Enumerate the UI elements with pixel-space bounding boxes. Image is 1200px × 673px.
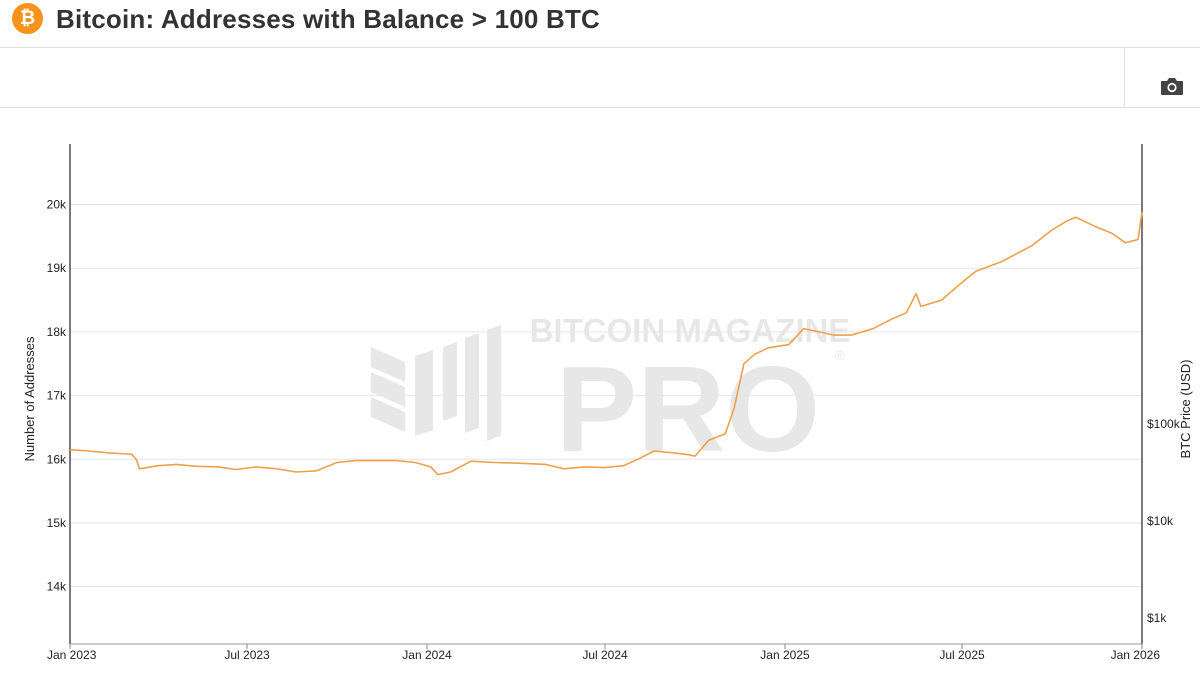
y-tick-label: 17k: [47, 389, 67, 403]
series-group: [69, 212, 1143, 476]
toolbar-divider: [1124, 48, 1125, 107]
chart-toolbar: [0, 48, 1200, 108]
gridlines: [70, 204, 1142, 588]
watermark-logo-icon: [371, 325, 501, 441]
x-tick-label: Jul 2023: [224, 648, 270, 662]
y-axis-ticks: 14k 15k 16k 17k 18k 19k 20k: [47, 198, 67, 594]
bitcoin-logo-icon: ₿: [12, 3, 43, 34]
y2-tick-label: $100k: [1147, 417, 1181, 431]
line-chart: BITCOIN MAGAZINE PRO ® 14k 15k 16k 17k 18k 19…: [22, 144, 1193, 662]
axes: [69, 144, 1143, 645]
watermark-line2: PRO: [556, 341, 820, 477]
y2-tick-label: $10k: [1147, 514, 1174, 528]
page-title: Bitcoin: Addresses with Balance > 100 BT…: [56, 4, 601, 34]
x-axis-ticks: Jan 2023 Jul 2023 Jan 2024 Jul 2024 Jan 2025…: [47, 644, 1160, 662]
y-tick-label: 19k: [47, 261, 67, 275]
watermark-line1: BITCOIN MAGAZINE: [530, 312, 851, 349]
chart-area: BITCOIN MAGAZINE PRO ® 14k 15k 16k 17k 18k 19…: [0, 108, 1200, 668]
y2-tick-label: $1k: [1147, 611, 1167, 625]
watermark-mark: ®: [835, 348, 845, 363]
y-tick-label: 16k: [47, 452, 67, 466]
y-tick-label: 20k: [47, 198, 67, 212]
x-tick-label: Jan 2026: [1111, 648, 1161, 662]
camera-icon[interactable]: [1160, 76, 1184, 96]
y-tick-label: 18k: [47, 325, 67, 339]
x-tick-label: Jan 2025: [760, 648, 810, 662]
chart-header: ₿ Bitcoin: Addresses with Balance > 100 …: [0, 0, 1200, 48]
y-tick-label: 14k: [47, 580, 67, 594]
x-tick-label: Jul 2024: [582, 648, 628, 662]
series-line: [69, 212, 1143, 476]
y2-axis-ticks: $1k $10k $100k: [1147, 417, 1181, 625]
x-tick-label: Jan 2024: [402, 648, 452, 662]
watermark: BITCOIN MAGAZINE PRO ®: [371, 312, 850, 477]
x-tick-label: Jul 2025: [939, 648, 985, 662]
y-axis-label: Number of Addresses: [22, 336, 37, 462]
y2-axis-label: BTC Price (USD): [1178, 360, 1193, 459]
x-tick-label: Jan 2023: [47, 648, 97, 662]
y-tick-label: 15k: [47, 516, 67, 530]
